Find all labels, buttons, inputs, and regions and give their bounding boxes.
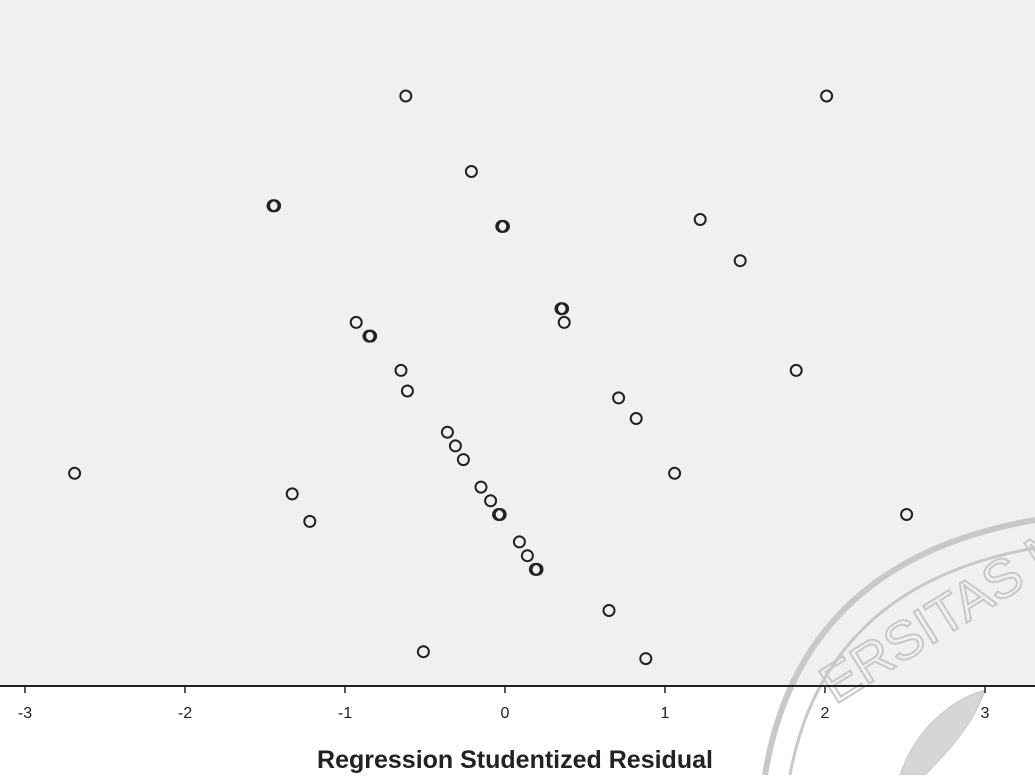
x-tick-label: -3 (18, 705, 32, 722)
data-point (693, 213, 707, 226)
data-point (733, 254, 747, 268)
data-point (520, 549, 534, 563)
data-point (416, 645, 430, 659)
x-axis-label: Regression Studentized Residual (317, 746, 713, 774)
data-point (820, 89, 834, 103)
x-tick-label: 3 (981, 705, 990, 722)
data-point (399, 89, 413, 103)
data-point (789, 363, 803, 377)
x-tick-label: -2 (178, 705, 192, 722)
x-tick-label: 2 (821, 705, 830, 722)
data-point (362, 329, 376, 343)
data-point (557, 315, 571, 329)
x-tick-label: 1 (661, 705, 670, 722)
data-point (612, 391, 626, 405)
data-point (629, 412, 643, 425)
data-point (639, 652, 653, 666)
seal-inner-arc (788, 546, 1035, 776)
data-point (303, 514, 317, 528)
data-point (474, 480, 488, 494)
data-point (394, 363, 408, 377)
data-point (556, 302, 570, 316)
data-point (349, 315, 363, 329)
seal-outer-arc (762, 517, 1035, 776)
data-point (400, 384, 414, 398)
data-point (668, 466, 682, 480)
data-point (496, 219, 510, 233)
data-point (464, 165, 478, 178)
data-point (268, 199, 282, 213)
data-point (440, 425, 454, 439)
plot-background (0, 0, 1035, 686)
data-point (456, 453, 470, 467)
data-point (530, 562, 544, 576)
seal-leaf-emblem (899, 689, 986, 776)
data-point (285, 487, 299, 501)
data-point (484, 494, 498, 508)
x-tick-label: -1 (338, 705, 352, 722)
data-point (68, 466, 82, 480)
data-point (448, 439, 462, 453)
data-point (493, 508, 507, 521)
data-point (602, 604, 616, 617)
x-tick-label: 0 (501, 705, 510, 722)
data-point (512, 535, 526, 549)
data-points (68, 89, 914, 666)
x-axis: -3 -2 -1 0 1 2 3 (0, 685, 1035, 722)
data-point (900, 508, 914, 521)
